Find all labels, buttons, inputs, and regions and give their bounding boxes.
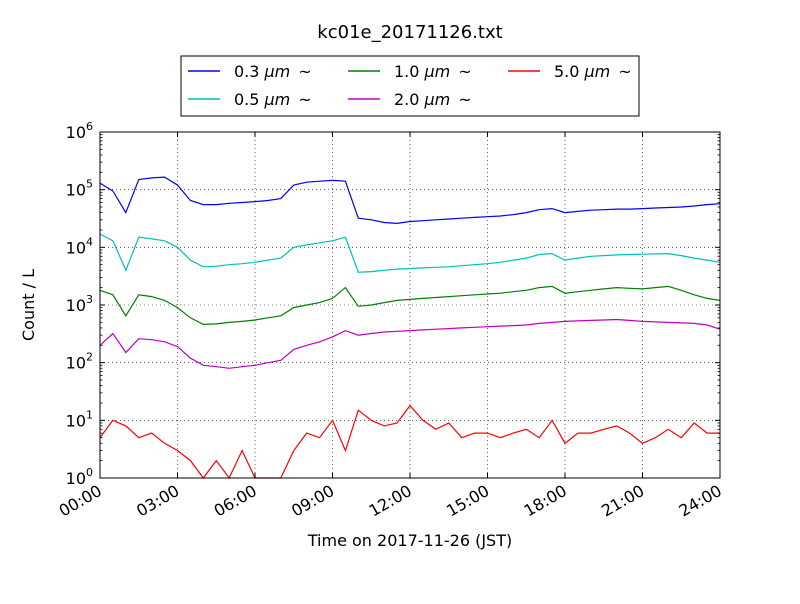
y-tick-label: 104 — [66, 235, 93, 257]
y-tick-label: 100 — [66, 466, 93, 488]
x-axis: 00:00 03:00 06:00 09:00 12:00 15:00 18:00 21:00… — [56, 132, 725, 521]
y-tick-label: 105 — [66, 178, 93, 200]
legend-label: 0.3 μm ~ — [234, 62, 312, 81]
series-line-1-0 — [99, 285, 721, 326]
series-line-0-3 — [99, 176, 721, 225]
x-tick-label: 21:00 — [598, 481, 647, 521]
x-tick-label: 15:00 — [443, 481, 492, 521]
legend: 0.3 μm ~ 0.5 μm ~ 1.0 μm ~ 2.0 μm ~ 5.0 μm ~ — [180, 55, 640, 117]
legend-label: 1.0 μm ~ — [394, 62, 472, 81]
series-line-2-0 — [99, 318, 721, 369]
y-tick-label: 101 — [66, 408, 93, 430]
y-tick-label: 106 — [66, 120, 93, 142]
legend-label: 0.5 μm ~ — [234, 90, 312, 109]
y-axis: 100 101 102 103 104 105 106 — [66, 120, 720, 488]
chart-title: kc01e_20171126.txt — [317, 22, 502, 43]
y-tick-label: 102 — [66, 351, 93, 373]
y-tick-label: 103 — [66, 293, 93, 315]
series-line-0-5 — [99, 233, 721, 273]
legend-box — [180, 55, 640, 117]
x-tick-label: 24:00 — [676, 481, 725, 521]
series-lines — [99, 176, 721, 480]
x-tick-label: 12:00 — [366, 481, 415, 521]
legend-label: 5.0 μm ~ — [554, 62, 632, 81]
y-axis-label: Count / L — [19, 269, 38, 341]
x-tick-label: 09:00 — [288, 481, 337, 521]
x-tick-label: 06:00 — [211, 481, 260, 521]
legend-label: 2.0 μm ~ — [394, 90, 472, 109]
x-tick-label: 03:00 — [133, 481, 182, 521]
grid — [100, 132, 720, 478]
x-axis-label: Time on 2017-11-26 (JST) — [307, 531, 512, 550]
x-tick-label: 18:00 — [521, 481, 570, 521]
